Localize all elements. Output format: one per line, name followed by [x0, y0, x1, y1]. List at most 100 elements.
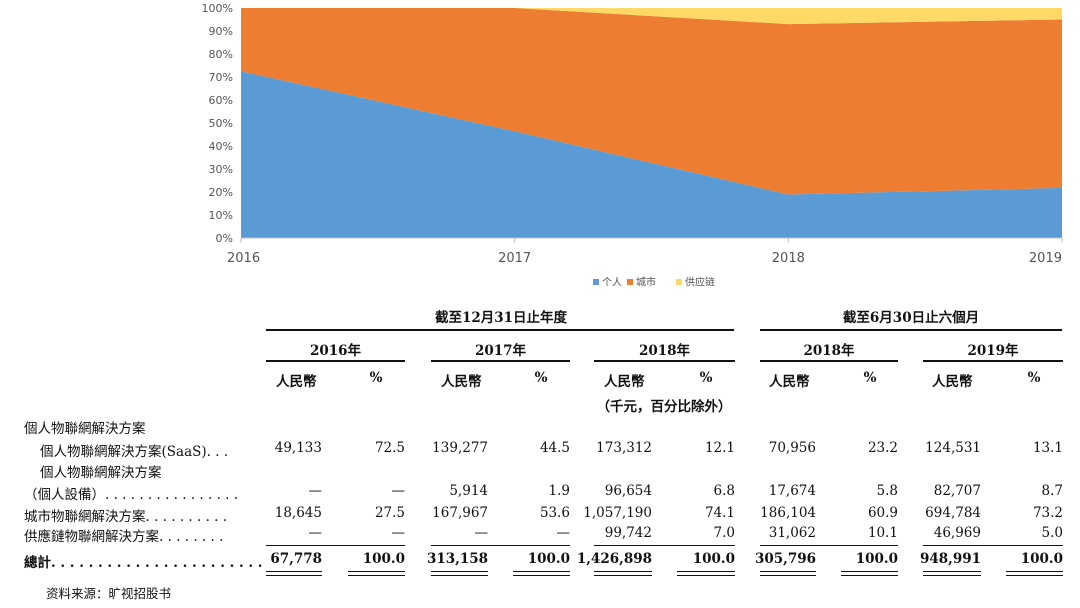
col-header-pct: % — [699, 370, 713, 386]
y-tick-label: 60% — [209, 94, 233, 107]
table-cell: 167,967 — [432, 505, 488, 521]
table-cell: 124,531 — [925, 440, 981, 456]
legend-label: 城市 — [636, 276, 656, 289]
stacked-area-chart: 0% 10% 20% 30% 40% 50% 60% 70% 80% 90% 100% 2016 201… — [202, 2, 1063, 289]
legend-swatch — [593, 279, 599, 285]
total-cell: 67,778 — [270, 551, 322, 567]
table-cell: — — [391, 483, 406, 499]
double-rule — [923, 571, 981, 573]
y-tick-label: 0% — [216, 232, 233, 245]
double-rule — [1006, 571, 1063, 573]
area-series-1 — [241, 71, 1062, 238]
table-cell: 6.8 — [713, 483, 735, 499]
x-tick-label: 2016 — [227, 251, 260, 266]
col-header-pct: % — [1027, 370, 1041, 386]
table-cell: — — [308, 483, 323, 499]
rule-top-left — [266, 329, 734, 331]
table-cell: 173,312 — [596, 440, 652, 456]
y-tick-label: 30% — [209, 163, 233, 176]
table-cell: — — [556, 525, 571, 541]
year-rule — [266, 360, 405, 362]
x-tick-label: 2018 — [772, 251, 805, 266]
table-cell: 694,784 — [925, 505, 981, 521]
source-note: 资料来源：旷视招股书 — [46, 586, 172, 601]
subtotal-rule — [266, 545, 405, 546]
area-series-2 — [241, 8, 1062, 195]
table-cell: 12.1 — [704, 440, 735, 456]
double-rule — [677, 574, 735, 576]
total-cell: 305,796 — [754, 551, 816, 567]
double-rule — [513, 574, 570, 576]
double-rule — [431, 574, 488, 576]
table-cell: 70,956 — [768, 440, 816, 456]
col-header-rmb: 人民幣 — [441, 374, 482, 390]
table-cell: 18,645 — [274, 505, 322, 521]
table-cell: 8.7 — [1041, 483, 1063, 499]
double-rule — [266, 574, 322, 576]
total-cell: 1,426,898 — [576, 551, 652, 567]
table-cell: 5.8 — [876, 483, 898, 499]
year-header: 2018年 — [803, 343, 855, 359]
y-tick-label: 20% — [209, 186, 233, 199]
subtotal-rule — [431, 545, 570, 546]
year-rule — [594, 360, 735, 362]
table-cell: 10.1 — [867, 525, 898, 541]
double-rule — [348, 574, 405, 576]
y-tick-label: 80% — [209, 48, 233, 61]
double-rule — [760, 571, 816, 573]
legend-swatch — [627, 279, 633, 285]
table-cell: 82,707 — [933, 483, 981, 499]
double-rule — [594, 574, 652, 576]
table-cell: 13.1 — [1032, 440, 1063, 456]
table-cell: — — [308, 525, 323, 541]
double-rule — [677, 571, 735, 573]
row-label: 城市物聯網解決方案. . . . . . . . . . — [24, 509, 228, 525]
unit-note: （千元，百分比除外） — [596, 399, 732, 415]
legend-label: 供应链 — [685, 276, 715, 289]
legend-swatch — [676, 279, 682, 285]
double-rule — [923, 574, 981, 576]
rule-top-right — [760, 329, 1062, 331]
col-header-pct: % — [369, 370, 383, 386]
table-cell: 27.5 — [374, 505, 405, 521]
table-cell: 46,969 — [933, 525, 981, 541]
double-rule — [841, 574, 898, 576]
subtotal-rule — [594, 545, 735, 546]
year-rule — [923, 360, 1063, 362]
total-label: 總計. . . . . . . . . . . . . . . . . . . … — [24, 555, 263, 571]
table-cell: 44.5 — [539, 440, 570, 456]
table-cell: 99,742 — [604, 525, 652, 541]
double-rule — [1006, 574, 1063, 576]
table-cell: 186,104 — [760, 505, 816, 521]
col-header-rmb: 人民幣 — [276, 374, 317, 390]
year-header: 2017年 — [474, 343, 527, 359]
table-cell: 23.2 — [867, 440, 898, 456]
col-header-pct: % — [534, 370, 548, 386]
legend-label: 个人 — [602, 277, 622, 289]
table-cell: 49,133 — [274, 440, 322, 456]
y-tick-label: 10% — [209, 209, 233, 222]
double-rule — [513, 571, 570, 573]
year-header: 2016年 — [309, 343, 362, 359]
total-cell: 100.0 — [855, 551, 898, 567]
col-header-pct: % — [863, 370, 877, 386]
table-cell: — — [474, 525, 489, 541]
year-header: 2018年 — [638, 343, 691, 359]
group-header-year-end: 截至12月31日止年度 — [434, 310, 568, 326]
x-tick-label: 2019 — [1029, 251, 1062, 266]
subtotal-rule — [923, 545, 1063, 546]
total-cell: 100.0 — [692, 551, 735, 567]
year-rule — [760, 360, 898, 362]
table-cell: 73.2 — [1032, 505, 1063, 521]
double-rule — [594, 571, 652, 573]
total-cell: 313,158 — [426, 551, 488, 567]
double-rule — [431, 571, 488, 573]
table-cell: 139,277 — [432, 440, 488, 456]
table-cell: 5.0 — [1041, 525, 1063, 541]
table-cell: 7.0 — [713, 525, 735, 541]
row-label: （個人設備）. . . . . . . . . . . . . . . . — [24, 487, 239, 503]
table-cell: 60.9 — [867, 505, 898, 521]
table-cell: — — [391, 525, 406, 541]
subtotal-rule — [760, 545, 898, 546]
